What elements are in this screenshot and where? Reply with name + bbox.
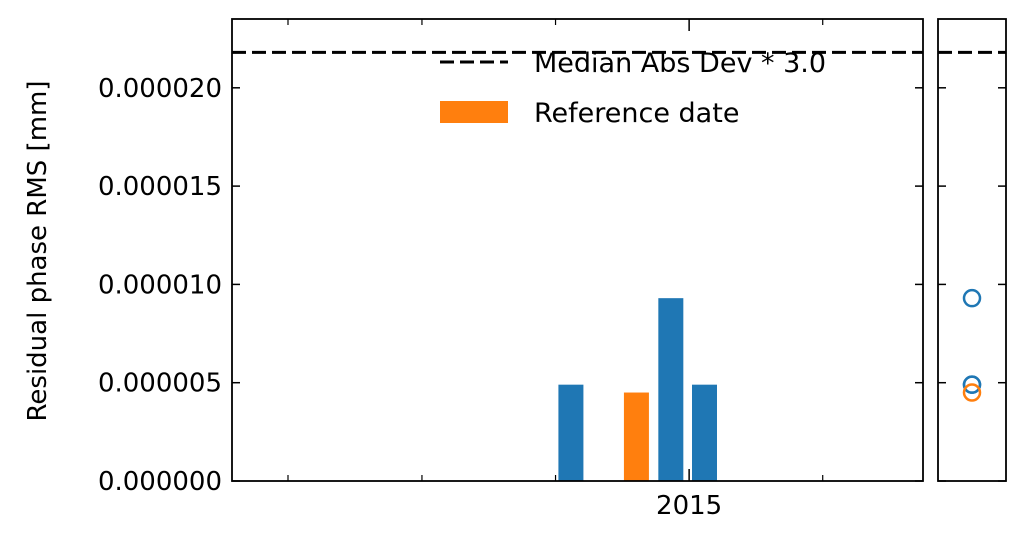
reference-bar	[623, 392, 649, 481]
y-tick-label: 0.000000	[98, 467, 222, 497]
legend: Median Abs Dev * 3.0 Reference date	[440, 48, 826, 129]
side-point-3	[962, 375, 982, 394]
side-scatter-panel	[937, 18, 1007, 482]
side-point-reference	[962, 383, 982, 402]
side-plot-frame	[937, 18, 1007, 482]
x-tick-label: 2015	[656, 491, 722, 521]
legend-reference-swatch	[440, 101, 508, 123]
bar-3	[658, 298, 684, 481]
bar-4	[692, 384, 718, 481]
y-tick-label: 0.000010	[98, 270, 222, 300]
y-tick-label: 0.000005	[98, 369, 222, 399]
main-plot-area: 0.000000 0.000005 0.000010 0.000015 0.000020…	[98, 18, 924, 521]
y-tick-label: 0.000020	[98, 74, 222, 104]
y-tick-label: 0.000015	[98, 172, 222, 202]
side-point-1	[962, 288, 982, 308]
legend-label-threshold: Median Abs Dev * 3.0	[534, 48, 826, 79]
bar-1	[558, 384, 584, 481]
y-axis-label: Residual phase RMS [mm]	[23, 81, 53, 422]
legend-label-reference: Reference date	[534, 98, 739, 129]
main-plot-frame	[231, 18, 924, 482]
